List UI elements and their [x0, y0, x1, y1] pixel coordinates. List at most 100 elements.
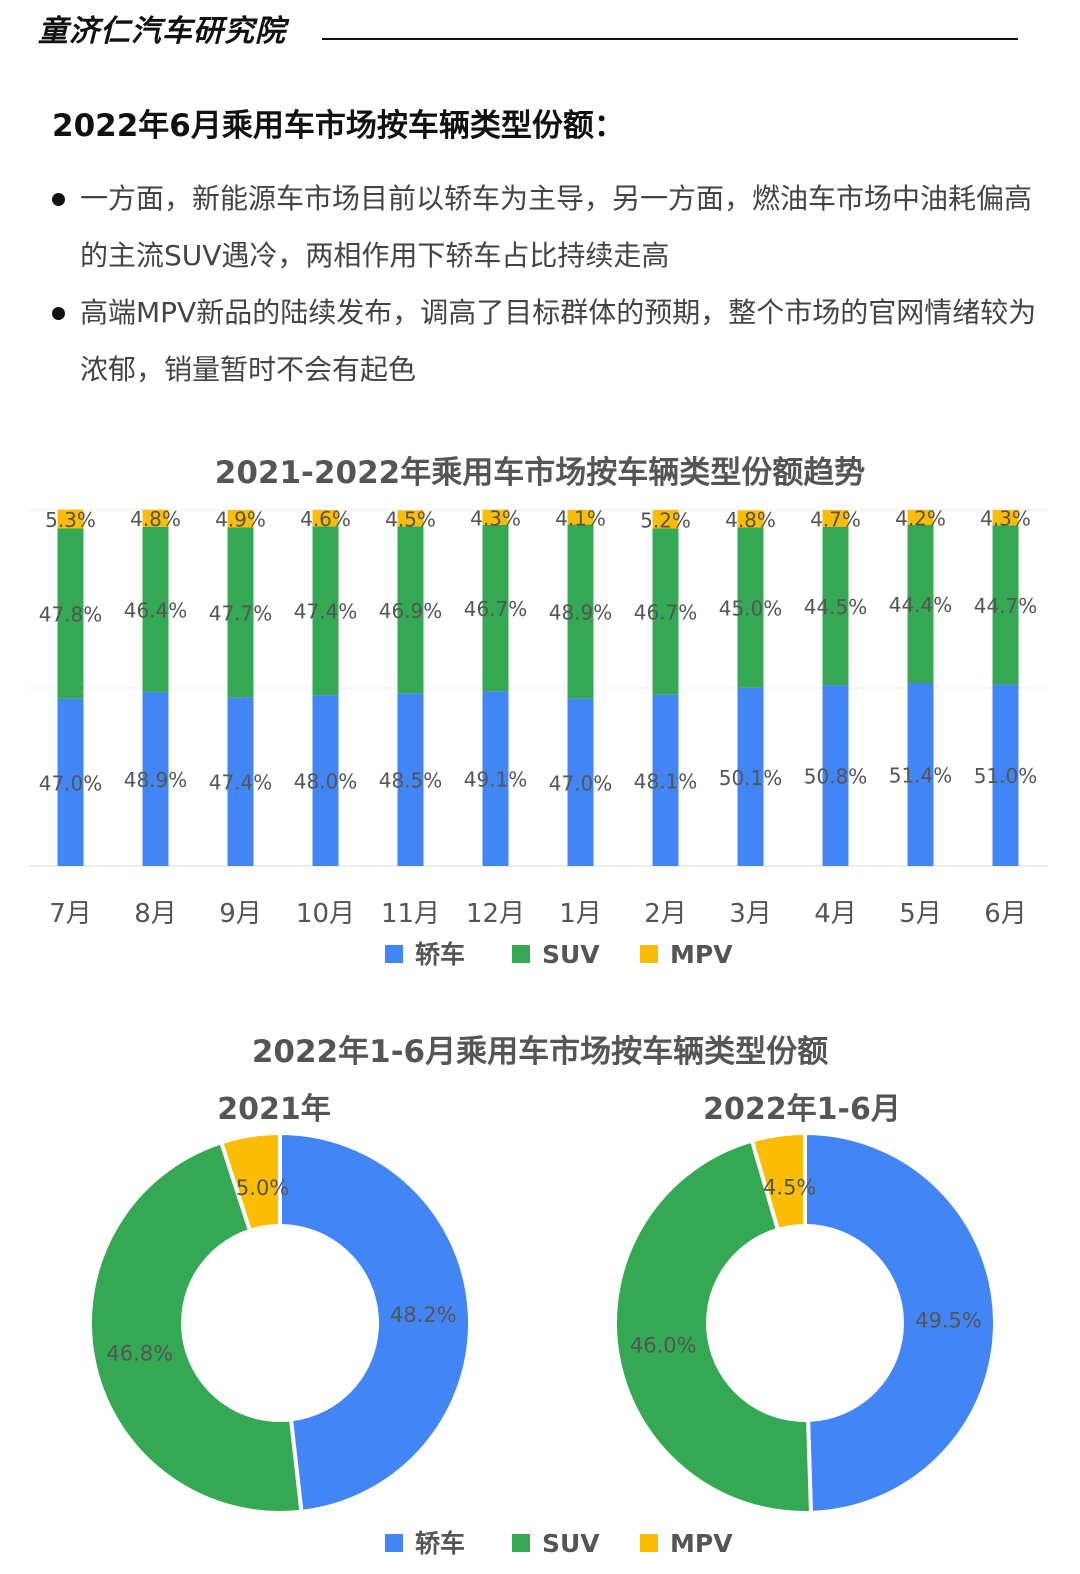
x-tick-label: 7月	[49, 899, 92, 929]
bullet-dot	[52, 307, 65, 320]
bar-segment-sedan	[482, 691, 509, 866]
legend-label-suv: SUV	[542, 1529, 600, 1558]
bar-segment-mpv	[57, 509, 84, 529]
data-label-sedan: 47.0%	[549, 771, 613, 795]
data-label-sedan: 47.4%	[209, 771, 273, 795]
bar-segment-mpv	[312, 510, 339, 527]
x-tick-label: 5月	[899, 899, 942, 929]
x-tick-label: 2月	[644, 899, 687, 929]
data-label-sedan: 50.8%	[804, 765, 868, 789]
bar-segment-mpv	[907, 510, 934, 525]
data-label-mpv: 5.3%	[45, 508, 96, 532]
data-label-suv: 46.7%	[634, 601, 698, 625]
data-label-mpv: 4.1%	[555, 506, 606, 530]
x-tick-label: 11月	[381, 899, 440, 929]
bar-segment-sedan	[652, 694, 679, 866]
bar-segment-sedan	[142, 691, 169, 866]
trend-chart-title: 2021-2022年乘用车市场按车辆类型份额趋势	[214, 455, 866, 491]
data-label-suv: 44.7%	[974, 594, 1038, 618]
donut-label-mpv: 5.0%	[236, 1176, 289, 1200]
data-label-sedan: 50.1%	[719, 766, 783, 790]
data-label-suv: 47.4%	[294, 600, 358, 624]
data-label-mpv: 4.2%	[895, 506, 946, 530]
bullet-item: 一方面，新能源车市场目前以轿车为主导，另一方面，燃油车市场中油耗偏高的主流SUV…	[52, 170, 1042, 284]
bar-segment-mpv	[822, 510, 849, 527]
bar-segment-suv	[142, 526, 169, 692]
bar-segment-sedan	[397, 693, 424, 866]
bar-segment-suv	[312, 526, 339, 696]
data-label-mpv: 4.9%	[215, 508, 266, 532]
bar-segment-suv	[992, 525, 1019, 685]
donut-chart-2022h1: 49.5% 46.0% 4.5%	[613, 1130, 997, 1515]
data-label-mpv: 5.2%	[640, 508, 691, 532]
x-tick-label: 1月	[559, 899, 602, 929]
bar-segment-suv	[227, 527, 254, 698]
bar-segment-suv	[482, 524, 509, 692]
data-label-mpv: 4.3%	[470, 506, 521, 530]
data-label-mpv: 4.5%	[385, 507, 436, 531]
bar-segment-mpv	[482, 509, 509, 525]
data-label-sedan: 51.4%	[889, 764, 953, 788]
data-label-sedan: 48.0%	[294, 770, 358, 794]
data-label-suv: 45.0%	[719, 597, 783, 621]
data-label-sedan: 48.9%	[124, 768, 188, 792]
data-label-sedan: 48.1%	[634, 769, 698, 793]
bar-segment-suv	[397, 526, 424, 694]
bar-segment-mpv	[567, 510, 594, 525]
x-tick-label: 10月	[296, 899, 355, 929]
data-label-suv: 46.7%	[464, 597, 528, 621]
data-label-suv: 47.8%	[39, 603, 103, 627]
data-label-sedan: 51.0%	[974, 764, 1038, 788]
legend-label-sedan: 轿车	[415, 1529, 465, 1558]
legend-label-suv: SUV	[542, 940, 600, 969]
donut-section-title: 2022年1-6月乘用车市场按车辆类型份额	[251, 1034, 829, 1070]
donut-label-suv: 46.0%	[630, 1333, 697, 1357]
legend-swatch-sedan	[385, 1534, 403, 1552]
donut-slice-sedan	[803, 1130, 997, 1515]
donut-label-mpv: 4.5%	[763, 1176, 816, 1200]
header-divider	[322, 38, 1018, 40]
bar-segment-sedan	[567, 698, 594, 866]
brand-title: 童济仁汽车研究院	[38, 14, 286, 49]
donut-label-suv: 46.8%	[106, 1341, 173, 1365]
bar-segment-mpv	[227, 510, 254, 528]
bar-segment-sedan	[822, 685, 849, 866]
data-label-suv: 46.9%	[379, 599, 443, 623]
bar-segment-sedan	[312, 695, 339, 866]
bar-segment-sedan	[992, 684, 1019, 866]
donut-slice-suv	[88, 1139, 304, 1515]
bar-segment-sedan	[57, 698, 84, 866]
donut-right-title: 2022年1-6月	[703, 1092, 901, 1127]
section-title: 2022年6月乘用车市场按车辆类型份额：	[52, 108, 625, 144]
donut-left-title: 2021年	[217, 1092, 331, 1127]
x-tick-label: 8月	[134, 899, 177, 929]
x-tick-label: 6月	[984, 899, 1027, 929]
bar-segment-mpv	[737, 510, 764, 528]
data-label-suv: 48.9%	[549, 601, 613, 625]
legend-label-sedan: 轿车	[415, 940, 465, 969]
x-tick-label: 3月	[729, 899, 772, 929]
bar-segment-mpv	[652, 510, 679, 529]
data-label-suv: 46.4%	[124, 598, 188, 622]
bar-segment-suv	[907, 524, 934, 684]
data-label-mpv: 4.8%	[725, 508, 776, 532]
bar-segment-mpv	[397, 510, 424, 527]
data-label-suv: 44.4%	[889, 593, 953, 617]
bar-segment-mpv	[992, 510, 1019, 526]
data-label-sedan: 49.1%	[464, 768, 528, 792]
x-tick-label: 4月	[814, 899, 857, 929]
data-label-mpv: 4.7%	[810, 507, 861, 531]
bullet-dot	[52, 193, 65, 206]
bar-segment-suv	[822, 526, 849, 686]
bar-segment-sedan	[227, 697, 254, 866]
legend-swatch-mpv	[640, 1534, 658, 1552]
data-label-sedan: 47.0%	[39, 771, 103, 795]
x-tick-label: 9月	[219, 899, 262, 929]
donut-label-sedan: 48.2%	[390, 1303, 457, 1327]
legend-label-mpv: MPV	[670, 940, 733, 969]
legend-swatch-suv	[512, 945, 530, 963]
legend-swatch-suv	[512, 1534, 530, 1552]
bar-segment-mpv	[142, 509, 169, 527]
bullet-list: 一方面，新能源车市场目前以轿车为主导，另一方面，燃油车市场中油耗偏高的主流SUV…	[52, 170, 1042, 398]
donut-slice-mpv	[749, 1130, 807, 1233]
